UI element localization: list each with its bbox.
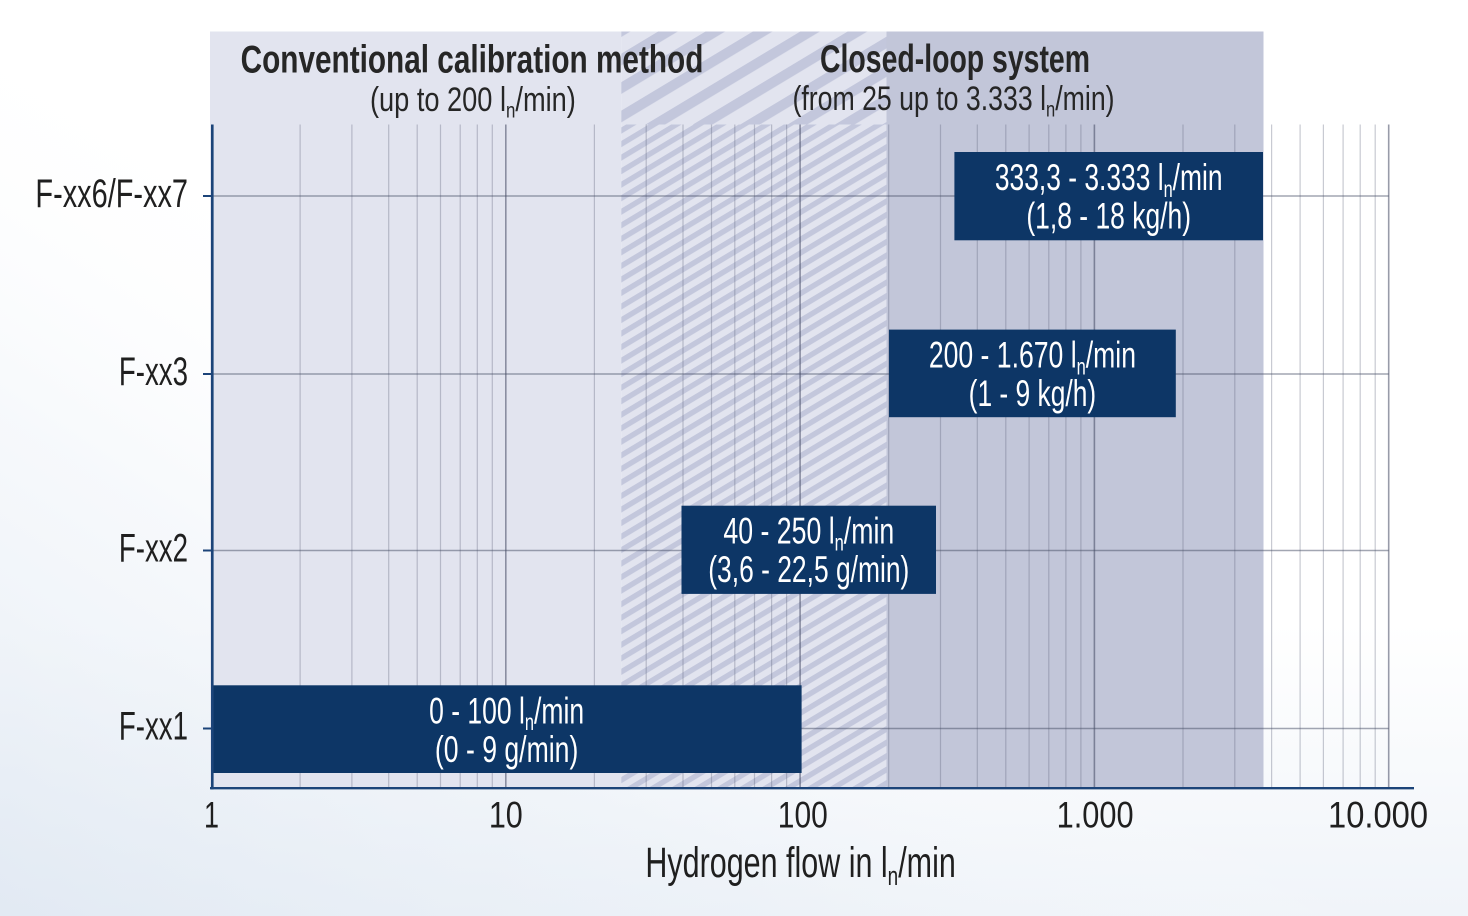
svg-text:10: 10 [489,795,523,836]
svg-text:40 - 250 ln/min: 40 - 250 ln/min [723,510,894,556]
svg-text:Hydrogen flow in ln/min: Hydrogen flow in ln/min [645,838,955,891]
svg-text:(0 - 9 g/min): (0 - 9 g/min) [435,728,578,770]
svg-text:100: 100 [778,796,828,837]
svg-text:(1 - 9 kg/h): (1 - 9 kg/h) [969,373,1096,415]
svg-text:333,3 - 3.333 ln/min: 333,3 - 3.333 ln/min [995,156,1223,202]
svg-text:F-xx6/F-xx7: F-xx6/F-xx7 [35,173,188,216]
svg-text:(up to 200 ln/min): (up to 200 ln/min) [370,80,576,123]
svg-text:F-xx2: F-xx2 [119,527,188,571]
svg-text:F-xx1: F-xx1 [119,705,188,749]
svg-text:F-xx3: F-xx3 [119,350,188,394]
svg-text:0 - 100 ln/min: 0 - 100 ln/min [429,690,584,736]
svg-text:1: 1 [204,794,219,835]
svg-text:(3,6 - 22,5 g/min): (3,6 - 22,5 g/min) [708,549,909,591]
svg-text:Conventional calibration metho: Conventional calibration method [241,39,704,82]
svg-text:(from 25 up to 3.333 ln/min): (from 25 up to 3.333 ln/min) [792,80,1114,122]
svg-text:Closed-loop system: Closed-loop system [820,38,1090,81]
svg-text:(1,8 - 18 kg/h): (1,8 - 18 kg/h) [1026,195,1191,237]
svg-text:1.000: 1.000 [1057,795,1134,836]
svg-text:200 - 1.670 ln/min: 200 - 1.670 ln/min [929,334,1136,380]
svg-text:10.000: 10.000 [1328,795,1428,836]
